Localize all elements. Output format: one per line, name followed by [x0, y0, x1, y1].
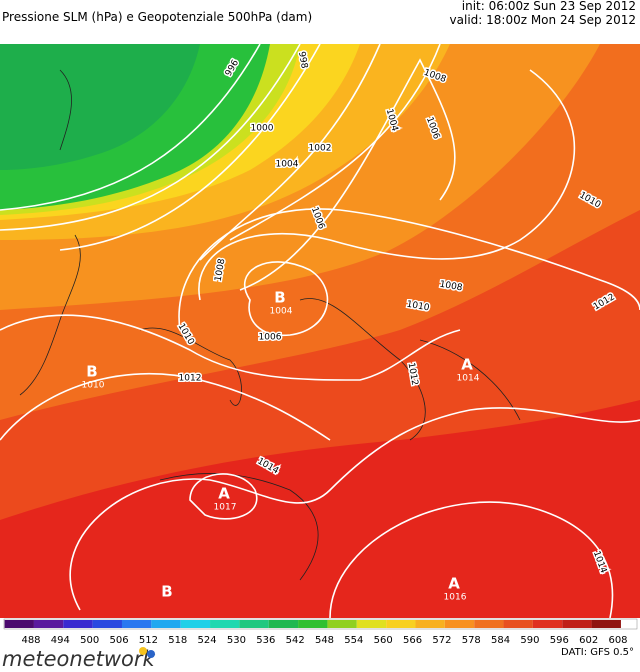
logo: meteonetwork [2, 647, 155, 671]
colorbar-segment [210, 620, 240, 628]
pressure-center: B [86, 363, 97, 381]
title: Pressione SLM (hPa) e Geopotenziale 500h… [2, 10, 313, 24]
isobars [0, 43, 640, 619]
colorbar-segment [532, 620, 563, 628]
colorbar-segment [4, 620, 34, 628]
colorbar-label: 524 [198, 635, 217, 646]
colorbar-segment [63, 620, 93, 628]
isobar-label: 1012 [179, 374, 202, 384]
colorbar-label: 530 [227, 635, 246, 646]
colorbar-segment [474, 620, 504, 628]
colorbar-label: 566 [403, 635, 422, 646]
colorbar-label: 500 [80, 635, 99, 646]
colorbar-segment [415, 620, 445, 628]
colorbar-label: 584 [491, 635, 510, 646]
colorbar-label: 590 [520, 635, 539, 646]
colorbar-label: 554 [344, 635, 363, 646]
colorbar-label: 578 [462, 635, 481, 646]
colorbar-label: 506 [110, 635, 129, 646]
isobar-label: 1006 [259, 333, 282, 343]
data-source: DATI: GFS 0.5° [561, 647, 634, 658]
colorbar-segment [591, 620, 621, 628]
pressure-center-value: 1014 [457, 374, 480, 384]
field [0, 44, 640, 618]
colorbar-segment [121, 620, 152, 628]
colorbar-label: 488 [21, 635, 40, 646]
logo-dot [147, 650, 155, 658]
colorbar-label: 560 [374, 635, 393, 646]
colorbar-label: 518 [168, 635, 187, 646]
colorbar-label: 548 [315, 635, 334, 646]
colorbar-label: 494 [51, 635, 70, 646]
isobar-label: 1002 [309, 144, 332, 154]
isobar-label: 1004 [276, 160, 299, 170]
colorbar-segment [92, 620, 122, 628]
colorbar-segment [327, 620, 357, 628]
pressure-center-value: 1016 [444, 593, 467, 603]
colorbar-label: 536 [256, 635, 275, 646]
pressure-center: A [448, 575, 460, 593]
colorbar-segment [356, 620, 387, 628]
colorbar-segment [503, 620, 533, 628]
coastlines [19, 69, 521, 581]
colorbar-segment [444, 620, 475, 628]
colorbar-label: 596 [550, 635, 569, 646]
pressure-center: A [218, 485, 230, 503]
colorbar-segment [298, 620, 328, 628]
valid-time: valid: 18:00z Mon 24 Sep 2012 [449, 13, 636, 27]
colorbar-segment [562, 620, 592, 628]
isobar-label: 1000 [251, 124, 274, 134]
colorbar-label: 542 [286, 635, 305, 646]
colorbar-label: 572 [432, 635, 451, 646]
colorbar-segment [180, 620, 211, 628]
isobar-label: 998 [296, 51, 309, 70]
pressure-center-value: 1004 [270, 307, 293, 317]
colorbar-label: 512 [139, 635, 158, 646]
pressure-center: B [161, 583, 172, 601]
colorbar-label: 602 [579, 635, 598, 646]
colorbar-segment [386, 620, 416, 628]
colorbar-segment [33, 620, 64, 628]
colorbar-label: 608 [608, 635, 627, 646]
init-time: init: 06:00z Sun 23 Sep 2012 [461, 0, 636, 13]
colorbar-segment [239, 620, 269, 628]
pressure-center: B [274, 289, 285, 307]
colorbar: 488 494 500 506 512 518 524 530 536 542 548 554 560 5… [3, 618, 638, 646]
logo-dot [139, 647, 147, 655]
pressure-center-value: 1017 [214, 503, 237, 513]
colorbar-segment [268, 620, 299, 628]
pressure-center-value: 1010 [82, 381, 105, 391]
pressure-center: A [461, 356, 473, 374]
colorbar-segment [151, 620, 181, 628]
